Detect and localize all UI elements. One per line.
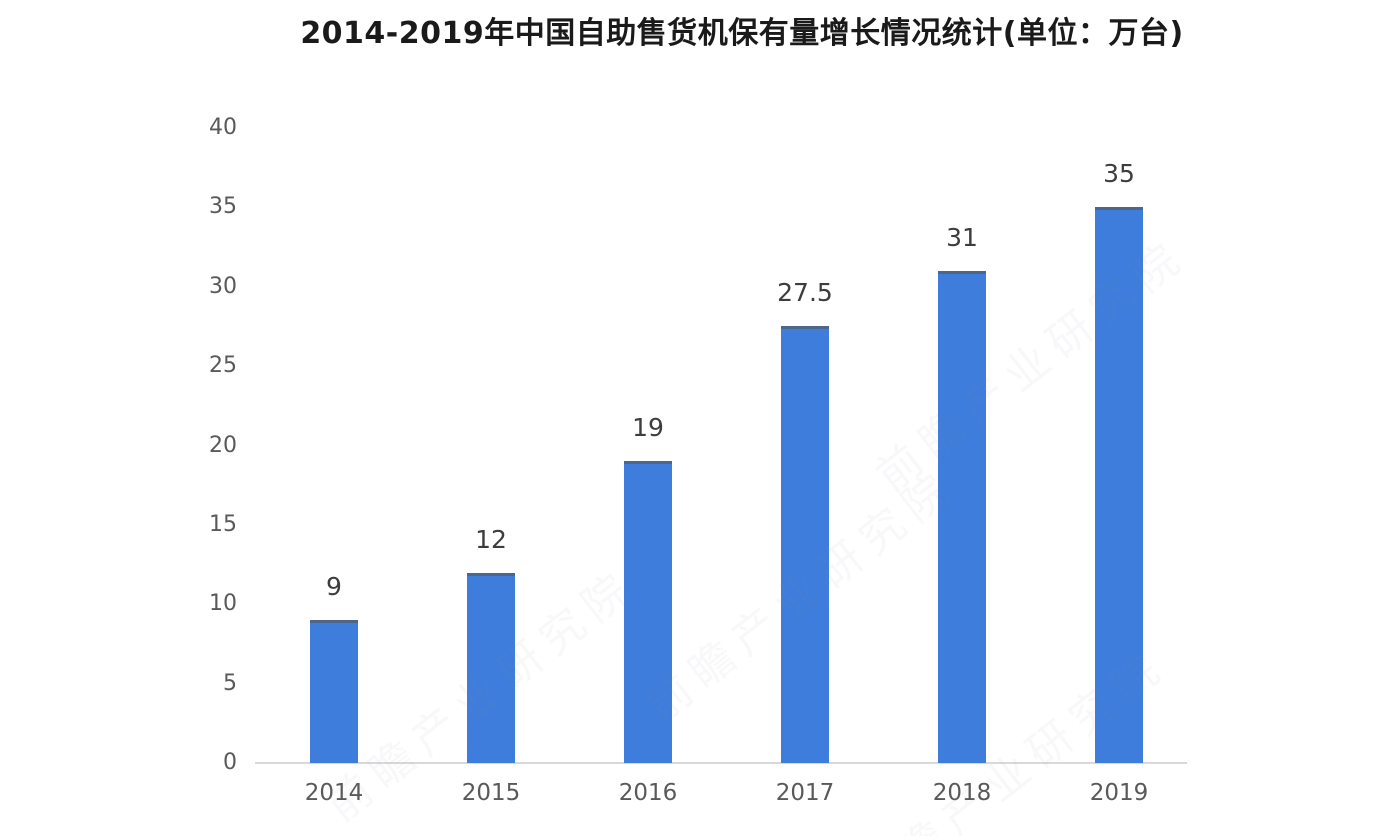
y-tick-label: 15 [209, 511, 237, 537]
bar-value-label: 31 [946, 222, 978, 252]
y-tick-label: 0 [223, 750, 237, 775]
y-tick-label: 25 [209, 353, 237, 379]
y-tick-label: 5 [223, 670, 237, 696]
bar-value-label: 12 [475, 524, 507, 554]
x-tick-label: 2015 [461, 780, 521, 806]
bar-value-label: 19 [632, 413, 664, 443]
chart-title: 2014-2019年中国自助售货机保有量增长情况统计(单位：万台) [300, 16, 1184, 51]
bar-2014 [310, 620, 358, 763]
x-tick-label: 2017 [775, 780, 835, 806]
bar-2017 [781, 326, 829, 763]
y-tick-label: 35 [209, 194, 237, 220]
y-tick-label: 40 [209, 115, 237, 140]
x-tick-label: 2018 [932, 780, 992, 806]
y-tick-label: 10 [209, 591, 237, 617]
x-tick-label: 2016 [618, 780, 678, 806]
bar-2019 [1095, 207, 1143, 763]
watermark-text: 前瞻产业研究院 [867, 229, 1197, 503]
bar-2015 [467, 572, 515, 763]
y-tick-label: 20 [209, 432, 237, 458]
bar-value-label: 27.5 [777, 278, 833, 308]
bar-value-label: 9 [326, 572, 342, 602]
x-tick-label: 2019 [1089, 780, 1149, 806]
bar-2016 [624, 461, 672, 763]
y-tick-label: 30 [209, 273, 237, 299]
bar-2018 [938, 270, 986, 763]
x-tick-label: 2014 [304, 780, 364, 806]
x-axis-line [255, 762, 1187, 764]
bar-value-label: 35 [1103, 159, 1135, 189]
